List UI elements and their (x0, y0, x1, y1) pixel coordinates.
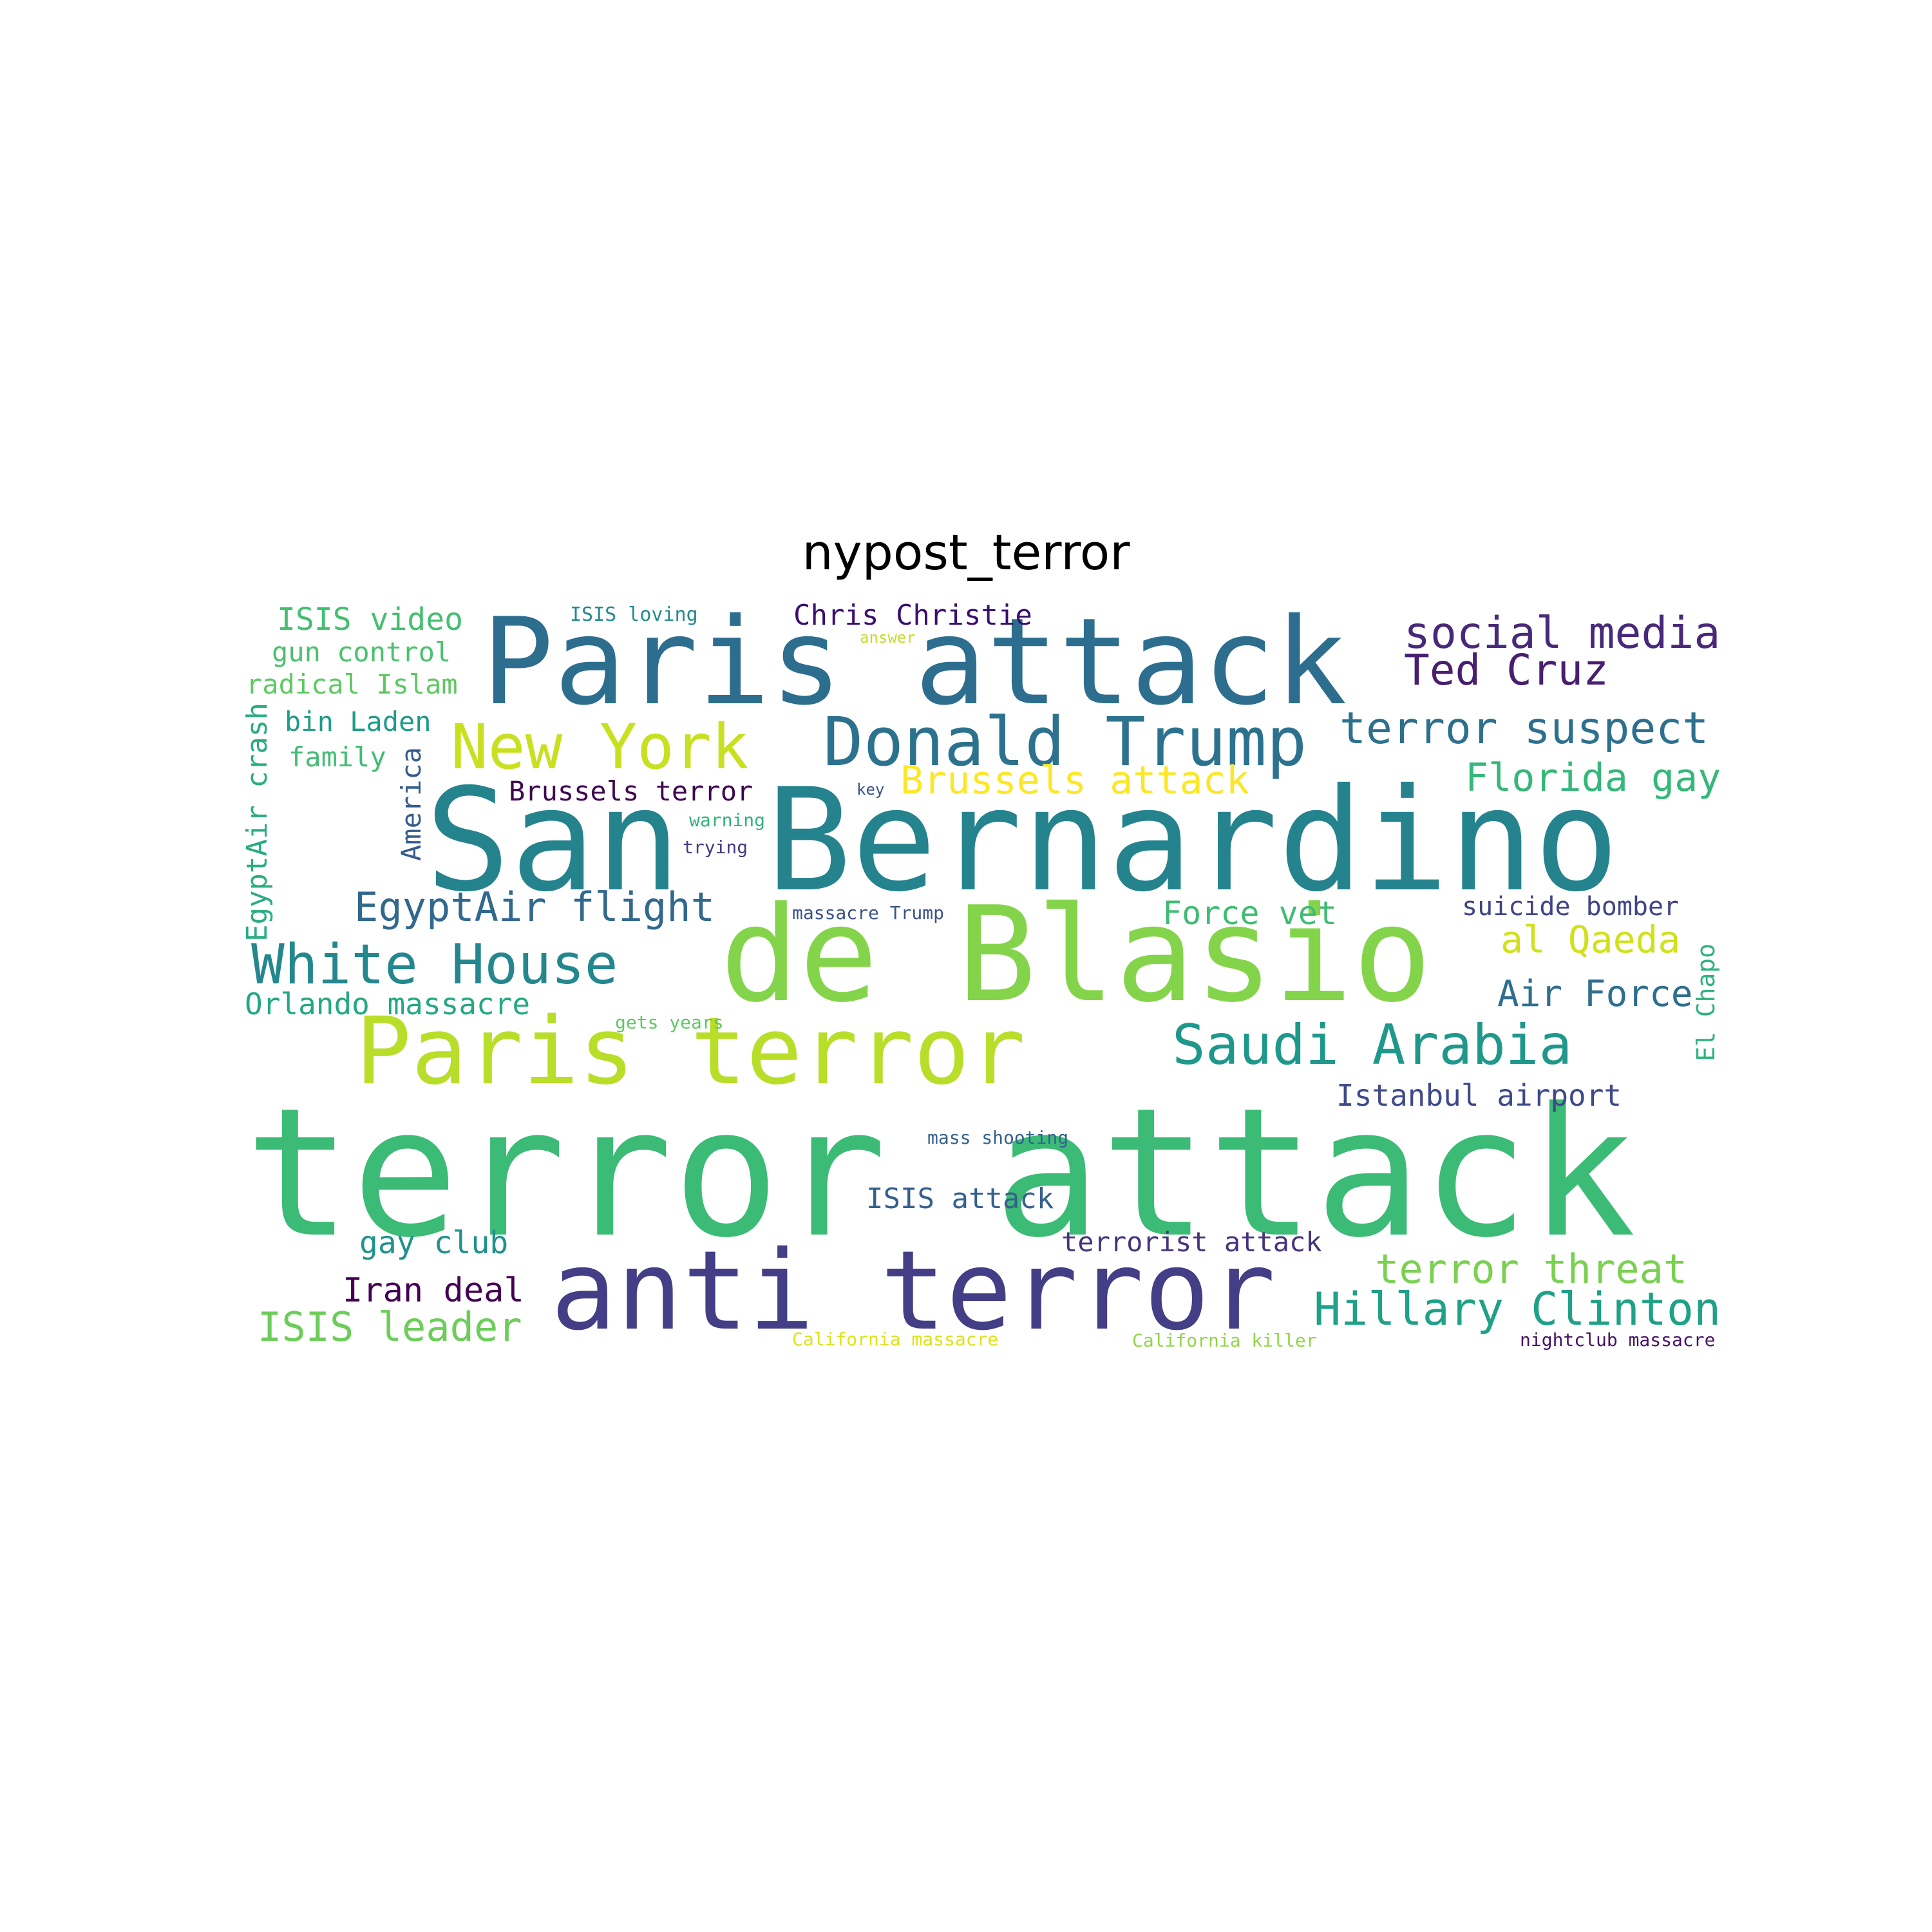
word: Force vet (1162, 895, 1337, 932)
word: terrorist attack (1061, 1226, 1322, 1258)
word: al Qaeda (1501, 918, 1681, 961)
word: ISIS video (277, 601, 463, 638)
word: trying (683, 837, 748, 858)
word: gets years (615, 1012, 724, 1033)
word: mass shooting (927, 1127, 1069, 1148)
word: suicide bomber (1462, 892, 1680, 922)
word-cloud-title: nypost_terror (802, 524, 1130, 581)
word: anti terror (551, 1227, 1276, 1355)
word: ISIS attack (866, 1182, 1054, 1215)
word: America (395, 746, 427, 861)
word: Istanbul airport (1336, 1078, 1622, 1113)
word: terror threat (1375, 1245, 1688, 1293)
word: Brussels attack (900, 758, 1249, 803)
word: gay club (359, 1225, 509, 1261)
word: EgyptAir flight (354, 884, 715, 931)
word: key (857, 781, 885, 799)
word: El Chapo (1692, 943, 1720, 1061)
word: White House (251, 933, 618, 997)
word: bin Laden (285, 706, 431, 737)
word: nightclub massacre (1520, 1329, 1716, 1350)
word: Donald Trump (823, 703, 1307, 781)
word: de Blasio (720, 879, 1432, 1032)
word: gun control (272, 636, 451, 668)
word: warning (689, 810, 766, 831)
word: family (289, 741, 386, 773)
word: answer (860, 629, 916, 647)
word: terror suspect (1340, 703, 1709, 754)
word: EgyptAir crash (245, 703, 274, 942)
word: California massacre (792, 1329, 999, 1350)
word: social media (1404, 608, 1721, 659)
word-cloud: terror attack San Bernardino de Blasio P… (245, 599, 1745, 1365)
word: Chris Christie (793, 599, 1032, 632)
word: Paris terror (355, 997, 1026, 1105)
word: Orlando massacre (245, 987, 531, 1021)
word: Florida gay (1465, 755, 1721, 800)
word: ISIS loving (570, 603, 698, 626)
word: radical Islam (246, 668, 458, 700)
word: ISIS leader (258, 1303, 522, 1350)
word: massacre Trump (792, 902, 945, 923)
word: San Bernardino (425, 758, 1620, 923)
word: Saudi Arabia (1172, 1013, 1573, 1077)
word: Air Force (1497, 973, 1693, 1015)
word: Hillary Clinton (1314, 1283, 1721, 1336)
word: terror attack (245, 1070, 1636, 1277)
word: New York (451, 711, 749, 783)
word: Paris attack (482, 599, 1347, 732)
word: Ted Cruz (1404, 645, 1609, 695)
word: Brussels terror (509, 775, 753, 807)
word: Iran deal (343, 1271, 524, 1310)
word: California killer (1132, 1330, 1317, 1351)
